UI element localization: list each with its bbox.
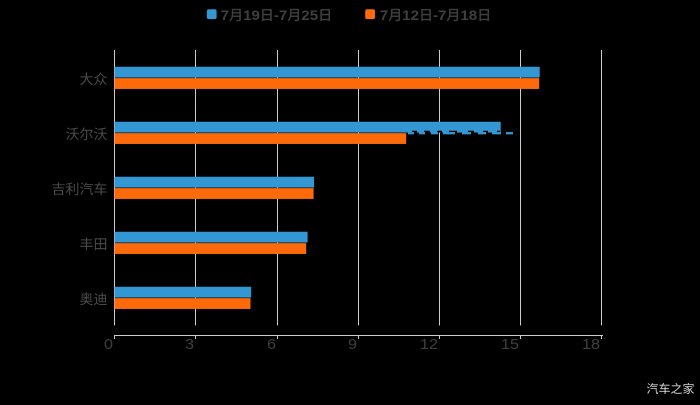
svg-text:9: 9	[348, 336, 357, 353]
svg-text:7: 7	[221, 7, 230, 23]
svg-text:18: 18	[582, 336, 600, 353]
svg-text:19: 19	[243, 7, 260, 23]
svg-text:7: 7	[380, 7, 389, 23]
svg-text:15: 15	[501, 336, 519, 353]
svg-text:-7: -7	[274, 7, 288, 23]
svg-text:3: 3	[185, 336, 194, 353]
svg-text:6: 6	[267, 336, 276, 353]
svg-text:0: 0	[104, 336, 113, 353]
svg-text:12: 12	[402, 7, 419, 23]
svg-text:18: 18	[460, 7, 477, 23]
svg-text:25: 25	[301, 7, 318, 23]
svg-text:-7: -7	[433, 7, 447, 23]
svg-text:12: 12	[420, 336, 438, 353]
